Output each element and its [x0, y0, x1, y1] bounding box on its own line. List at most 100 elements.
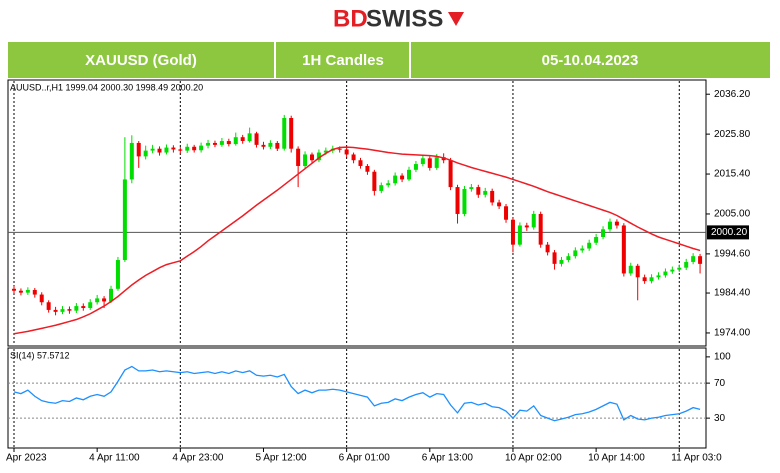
candle-body [39, 294, 44, 303]
candle-body [344, 149, 349, 155]
plot: 2036.20 2025.80 2015.40 2005.00 1994.60 1984.… [6, 81, 751, 464]
y-tick-label: 70 [714, 378, 726, 389]
candle-body [483, 190, 488, 195]
y-tick-label: 100 [714, 352, 731, 363]
candle-body [323, 150, 328, 153]
y-tick-label: 30 [714, 413, 726, 424]
logo-arrow [448, 12, 464, 26]
candle-body [275, 142, 280, 149]
candle-body [192, 146, 197, 151]
candle-body [365, 165, 370, 172]
y-tick-label: 1994.60 [714, 249, 751, 260]
y-tick-label: 2005.00 [714, 209, 751, 220]
candle-body [254, 133, 259, 145]
candle-body [74, 306, 79, 311]
candle-body [420, 158, 425, 165]
candle-body [649, 277, 654, 282]
candle-body [462, 189, 467, 214]
candle-body [185, 146, 190, 151]
candle-body [81, 306, 86, 308]
x-tick-label: Apr 2023 [6, 453, 47, 464]
x-tick-label: 11 Apr 03:0 [671, 453, 722, 464]
logo-swiss: SWISS [366, 5, 443, 32]
candle-body [212, 142, 217, 145]
banner-dates: 05-10.04.2023 [542, 52, 639, 69]
candle-body [670, 269, 675, 272]
chart-info: AUUSD..r,H1 1999.04 2000.30 1998.49 2000… [10, 82, 203, 92]
candle-body [122, 179, 127, 261]
candle-body [497, 202, 502, 207]
candle-body [199, 145, 204, 151]
candle-body [18, 290, 23, 293]
y-tick-label: 2015.40 [714, 169, 751, 180]
candle-body [32, 289, 37, 295]
candle-body [316, 152, 321, 161]
candle-body [469, 187, 474, 190]
candle-body [240, 137, 245, 142]
candle-body [25, 289, 30, 293]
logo-bd: BD [333, 5, 368, 32]
candle-body [677, 267, 682, 270]
candle-body [102, 298, 107, 302]
rsi-info: SI(14) 57.5712 [10, 350, 70, 360]
candle-body [559, 260, 564, 264]
candle-body [607, 221, 612, 230]
candle-body [358, 160, 363, 166]
candle-body [621, 225, 626, 274]
candle-body [580, 248, 585, 251]
candle-body [517, 225, 522, 245]
candle-body [386, 183, 391, 186]
x-tick-label: 10 Apr 14:00 [588, 453, 645, 464]
candle-body [614, 221, 619, 226]
candle-body [95, 298, 100, 303]
candle-body [296, 148, 301, 166]
candle-body [178, 149, 183, 151]
candle-body [226, 141, 231, 145]
current-price-label: 2000.20 [711, 227, 748, 238]
candle-body [594, 236, 599, 243]
candle-body [150, 148, 155, 151]
candle-body [88, 302, 93, 308]
candle-body [566, 256, 571, 261]
candle-body [289, 118, 294, 149]
candle-body [67, 309, 72, 311]
candle-body [413, 164, 418, 170]
x-tick-label: 4 Apr 11:00 [89, 453, 140, 464]
candle-body [573, 250, 578, 257]
candle-body [303, 154, 308, 166]
y-tick-label: 2025.80 [714, 129, 751, 140]
candle-body [351, 154, 356, 161]
candle-body [448, 160, 453, 188]
candle-body [698, 256, 703, 264]
candle-body [171, 147, 176, 150]
candle-body [531, 213, 536, 228]
candle-body [476, 187, 481, 195]
candle-body [504, 206, 509, 220]
candle-body [393, 175, 398, 184]
logo: BD SWISS [333, 5, 464, 32]
candle-body [268, 142, 273, 147]
candle-body [628, 265, 633, 274]
x-tick-label: 4 Apr 23:00 [172, 453, 224, 464]
candle-body [663, 271, 668, 276]
candle-body [691, 256, 696, 262]
banner-timeframe: 1H Candles [302, 52, 384, 69]
candle-body [538, 213, 543, 245]
x-tick-label: 5 Apr 12:00 [255, 453, 307, 464]
candle-body [510, 219, 515, 245]
candle-body [379, 185, 384, 191]
candle-body [656, 275, 661, 278]
candle-body [164, 147, 169, 153]
candle-body [552, 252, 557, 264]
candle-body [642, 277, 647, 282]
candle-body [490, 190, 495, 203]
y-tick-label: 1974.00 [714, 328, 751, 339]
candle-body [219, 141, 224, 145]
candle-body [53, 309, 58, 312]
y-tick-label: 2036.20 [714, 89, 751, 100]
candle-body [434, 157, 439, 168]
candle-body [46, 302, 51, 310]
candle-body [157, 148, 162, 153]
